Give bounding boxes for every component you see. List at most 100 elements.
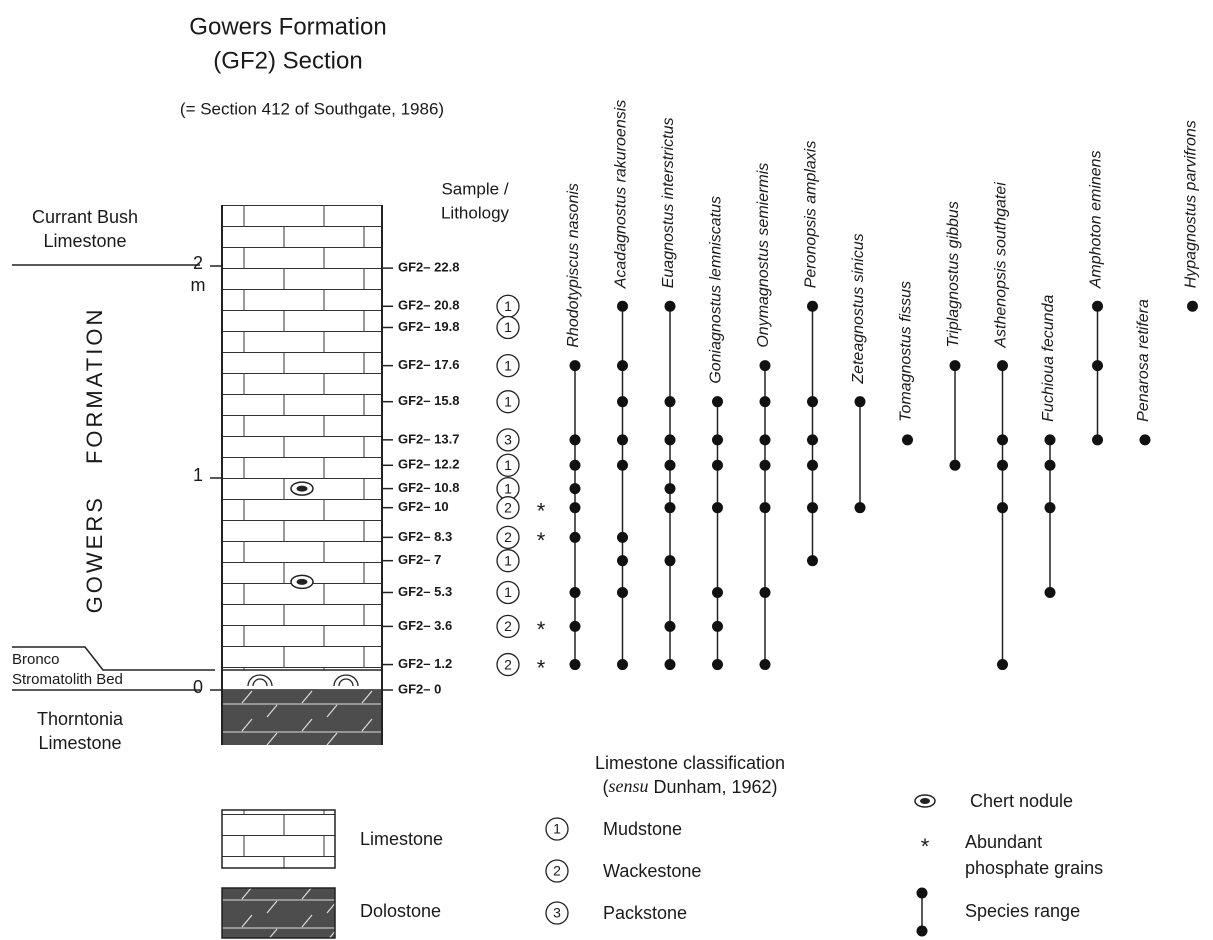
species-name: Amphoton eminens — [1088, 150, 1105, 289]
sample-label: GF2– 17.6 — [398, 357, 459, 372]
occurrence-dot — [997, 502, 1008, 513]
species-name: Euagnostus interstrictus — [660, 118, 677, 289]
phosphate-mark: * — [537, 498, 546, 523]
occurrence-dot — [617, 434, 628, 445]
occurrence-dot — [712, 434, 723, 445]
lithology-code: 2 — [504, 499, 512, 515]
occurrence-dot — [665, 502, 676, 513]
legend-swatch — [222, 810, 335, 868]
occurrence-dot — [712, 587, 723, 598]
occurrence-dot — [617, 460, 628, 471]
occurrence-dot — [617, 301, 628, 312]
sample-label: GF2– 10 — [398, 499, 449, 514]
occurrence-dot — [1187, 301, 1198, 312]
column-header: Sample / — [441, 179, 508, 198]
sample-label: GF2– 22.8 — [398, 260, 459, 275]
phosphate-mark: * — [537, 617, 546, 642]
occurrence-dot — [807, 396, 818, 407]
occurrence-dot — [807, 301, 818, 312]
sample-label: GF2– 1.2 — [398, 656, 452, 671]
sample-label: GF2– 19.8 — [398, 319, 459, 334]
occurrence-dot — [712, 502, 723, 513]
scale-label: 1 — [193, 465, 203, 485]
stromatolith-bed — [222, 670, 382, 690]
legend-label: Chert nodule — [970, 791, 1073, 811]
occurrence-dot — [760, 659, 771, 670]
unit-label: Limestone — [43, 231, 126, 251]
lithology-code: 2 — [504, 618, 512, 634]
occurrence-dot — [712, 396, 723, 407]
lithology-code: 1 — [504, 552, 512, 568]
occurrence-dot — [665, 396, 676, 407]
lithology-code: 1 — [504, 480, 512, 496]
occurrence-dot — [570, 460, 581, 471]
species-name: Onymagnostus semiermis — [755, 163, 772, 348]
legend-label: Mudstone — [603, 819, 682, 839]
legend-label: Species range — [965, 901, 1080, 921]
species-name: Triplagnostus gibbus — [945, 201, 962, 347]
lithology-code: 1 — [504, 298, 512, 314]
occurrence-dot — [712, 460, 723, 471]
occurrence-dot — [1092, 301, 1103, 312]
sample-label: GF2– 15.8 — [398, 393, 459, 408]
legend-code: 2 — [553, 863, 561, 879]
species-name: Goniagnostus lemniscatus — [708, 196, 725, 384]
scale-label: 2 — [193, 253, 203, 273]
limestone-column — [222, 205, 382, 670]
occurrence-dot — [570, 621, 581, 632]
unit-label: Thorntonia — [37, 709, 124, 729]
occurrence-dot — [617, 659, 628, 670]
occurrence-dot — [807, 555, 818, 566]
species-name: Asthenopsis southgatei — [993, 182, 1010, 349]
occurrence-dot — [1045, 587, 1056, 598]
lithology-code: 2 — [504, 656, 512, 672]
legend-label: phosphate grains — [965, 858, 1103, 878]
occurrence-dot — [570, 502, 581, 513]
legend-subtitle-part: Dunham, 1962) — [648, 777, 777, 797]
species-name: Acadagnostus rakuroensis — [613, 100, 630, 290]
occurrence-dot — [617, 532, 628, 543]
occurrence-dot — [760, 502, 771, 513]
legend-label: Limestone — [360, 829, 443, 849]
legend-label: Abundant — [965, 832, 1042, 852]
species-name: Zeteagnostus sinicus — [850, 233, 867, 384]
lithology-code: 1 — [504, 457, 512, 473]
occurrence-dot — [665, 460, 676, 471]
occurrence-dot — [950, 460, 961, 471]
unit-label: Currant Bush — [32, 207, 138, 227]
range-symbol — [917, 888, 928, 899]
lithology-code: 3 — [504, 432, 512, 448]
occurrence-dot — [997, 460, 1008, 471]
legend-label: Wackestone — [603, 861, 701, 881]
occurrence-dot — [712, 659, 723, 670]
sample-label: GF2– 5.3 — [398, 584, 452, 599]
column-header: Lithology — [441, 203, 510, 222]
sample-label: GF2– 12.2 — [398, 457, 459, 472]
occurrence-dot — [807, 502, 818, 513]
occurrence-dot — [570, 434, 581, 445]
occurrence-dot — [617, 360, 628, 371]
occurrence-dot — [570, 483, 581, 494]
species-name: Fuchioua fecunda — [1040, 295, 1057, 422]
occurrence-dot — [855, 396, 866, 407]
sample-label: GF2– 20.8 — [398, 298, 459, 313]
title-line: (GF2) Section — [213, 47, 362, 74]
occurrence-dot — [760, 360, 771, 371]
range-symbol — [917, 926, 928, 937]
occurrence-dot — [997, 360, 1008, 371]
sample-label: GF2– 8.3 — [398, 529, 452, 544]
sample-label: GF2– 7 — [398, 552, 441, 567]
legend-label: Packstone — [603, 903, 687, 923]
legend-label: Dolostone — [360, 901, 441, 921]
lithology-code: 1 — [504, 393, 512, 409]
species-name: Penarosa retifera — [1135, 299, 1152, 422]
section-diagram: Gowers Formation (GF2) Section (= Sectio… — [0, 0, 1213, 940]
species-name: Tomagnostus fissus — [898, 281, 915, 422]
occurrence-dot — [1092, 434, 1103, 445]
occurrence-dot — [665, 659, 676, 670]
occurrence-dot — [665, 434, 676, 445]
chert-symbol — [920, 798, 930, 804]
legend-subtitle: (sensu Dunham, 1962) — [602, 776, 777, 797]
lithology-code: 2 — [504, 529, 512, 545]
occurrence-dot — [855, 502, 866, 513]
